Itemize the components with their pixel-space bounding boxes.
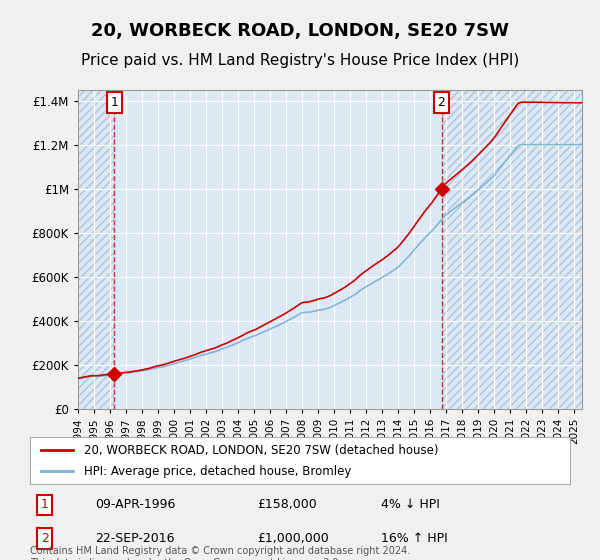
Text: 20, WORBECK ROAD, LONDON, SE20 7SW: 20, WORBECK ROAD, LONDON, SE20 7SW	[91, 22, 509, 40]
Text: HPI: Average price, detached house, Bromley: HPI: Average price, detached house, Brom…	[84, 465, 352, 478]
Text: 1: 1	[41, 498, 49, 511]
Text: Price paid vs. HM Land Registry's House Price Index (HPI): Price paid vs. HM Land Registry's House …	[81, 53, 519, 68]
Text: 20, WORBECK ROAD, LONDON, SE20 7SW (detached house): 20, WORBECK ROAD, LONDON, SE20 7SW (deta…	[84, 444, 439, 456]
Text: 09-APR-1996: 09-APR-1996	[95, 498, 175, 511]
Text: 4% ↓ HPI: 4% ↓ HPI	[381, 498, 440, 511]
Text: Contains HM Land Registry data © Crown copyright and database right 2024.
This d: Contains HM Land Registry data © Crown c…	[30, 546, 410, 560]
Text: £158,000: £158,000	[257, 498, 317, 511]
Text: 2: 2	[41, 532, 49, 545]
Text: 22-SEP-2016: 22-SEP-2016	[95, 532, 175, 545]
Text: 1: 1	[110, 96, 118, 109]
Text: 2: 2	[437, 96, 445, 109]
Text: £1,000,000: £1,000,000	[257, 532, 329, 545]
Text: 16% ↑ HPI: 16% ↑ HPI	[381, 532, 448, 545]
